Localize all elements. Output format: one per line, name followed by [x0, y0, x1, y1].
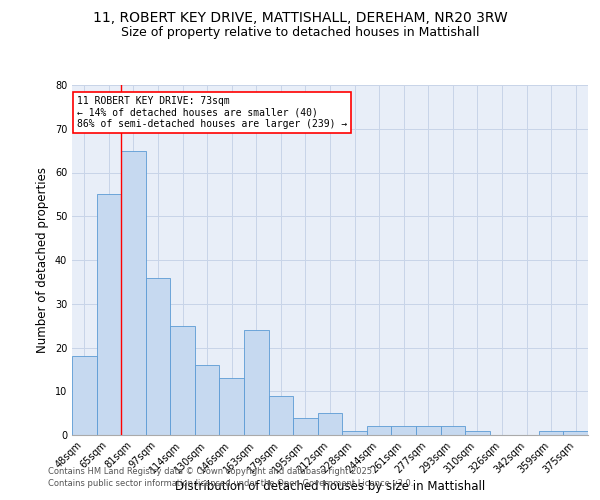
Bar [318, 413, 342, 435]
Text: 11 ROBERT KEY DRIVE: 73sqm
← 14% of detached houses are smaller (40)
86% of semi: 11 ROBERT KEY DRIVE: 73sqm ← 14% of deta… [77, 96, 347, 128]
Text: Size of property relative to detached houses in Mattishall: Size of property relative to detached ho… [121, 26, 479, 39]
Bar [416, 426, 440, 435]
Bar [440, 426, 465, 435]
X-axis label: Distribution of detached houses by size in Mattishall: Distribution of detached houses by size … [175, 480, 485, 494]
Bar [563, 430, 588, 435]
Bar [244, 330, 269, 435]
Text: Contains HM Land Registry data © Crown copyright and database right 2025.
Contai: Contains HM Land Registry data © Crown c… [48, 466, 413, 487]
Y-axis label: Number of detached properties: Number of detached properties [36, 167, 49, 353]
Bar [269, 396, 293, 435]
Bar [293, 418, 318, 435]
Text: 11, ROBERT KEY DRIVE, MATTISHALL, DEREHAM, NR20 3RW: 11, ROBERT KEY DRIVE, MATTISHALL, DEREHA… [92, 11, 508, 25]
Bar [97, 194, 121, 435]
Bar [220, 378, 244, 435]
Bar [72, 356, 97, 435]
Bar [121, 150, 146, 435]
Bar [465, 430, 490, 435]
Bar [391, 426, 416, 435]
Bar [367, 426, 391, 435]
Bar [342, 430, 367, 435]
Bar [539, 430, 563, 435]
Bar [146, 278, 170, 435]
Bar [195, 365, 220, 435]
Bar [170, 326, 195, 435]
